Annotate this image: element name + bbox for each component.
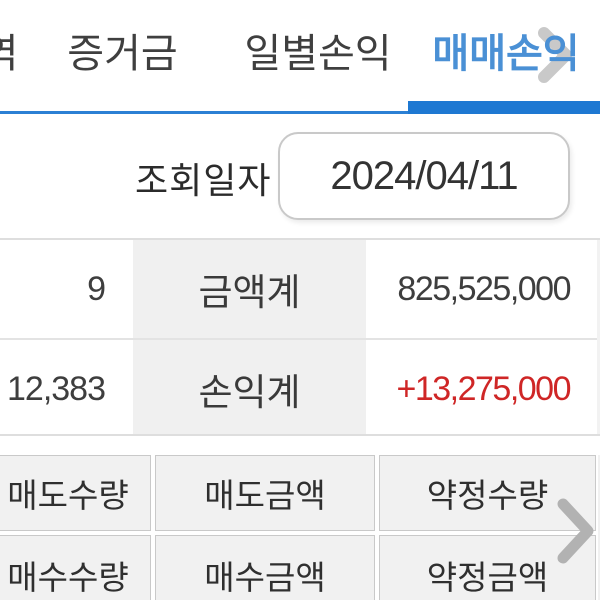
summary-amount: +13,275,000 [396,369,571,408]
detail-header-table: 매도수량 매도금액 약정수량 매수수량 매수금액 약정금액 [0,455,600,600]
header-cell: 매도수량 [0,455,151,531]
summary-label-column-bg [133,240,366,434]
active-tab-underline [408,101,600,114]
scroll-right-chevron-icon[interactable] [554,496,596,566]
tab-bar: 역 증거금 일별손익 매매손익 [0,0,600,114]
summary-label: 손익계 [198,372,301,413]
header-cell: 약정금액 [379,535,596,600]
summary-count: 9 [87,269,106,308]
summary-label: 금액계 [198,272,301,313]
summary-row-pnl-total: 12,383 손익계 +13,275,000 [0,340,600,438]
detail-right-edge [598,455,600,600]
date-value: 2024/04/11 [330,153,518,198]
header-cell: 매수수량 [0,535,151,600]
tab-label: 증거금 [67,32,178,76]
summary-row-divider [0,338,600,340]
tab-daily-pnl[interactable]: 일별손익 [238,0,398,100]
summary-right-edge [597,240,600,434]
tab-label: 역 [0,21,18,79]
tab-label: 매매손익 [432,32,580,76]
tabbar-divider [0,111,600,114]
summary-table: 9 금액계 825,525,000 12,383 손익계 +13,275,000 [0,238,600,436]
tab-trade-pnl-active[interactable]: 매매손익 [420,0,592,100]
header-cell: 약정수량 [379,455,596,531]
header-cell: 매수금액 [155,535,375,600]
tab-item-cutoff[interactable]: 역 [0,0,26,100]
tab-label: 일별손익 [244,32,392,76]
tab-margin[interactable]: 증거금 [60,0,185,100]
header-cell: 매도금액 [155,455,375,531]
date-input[interactable]: 2024/04/11 [278,132,570,220]
summary-count: 12,383 [7,369,106,408]
summary-amount: 825,525,000 [397,269,571,308]
chevron-right-icon [536,27,576,83]
query-date-label: 조회일자 [135,160,272,201]
summary-row-amount-total: 9 금액계 825,525,000 [0,240,600,338]
